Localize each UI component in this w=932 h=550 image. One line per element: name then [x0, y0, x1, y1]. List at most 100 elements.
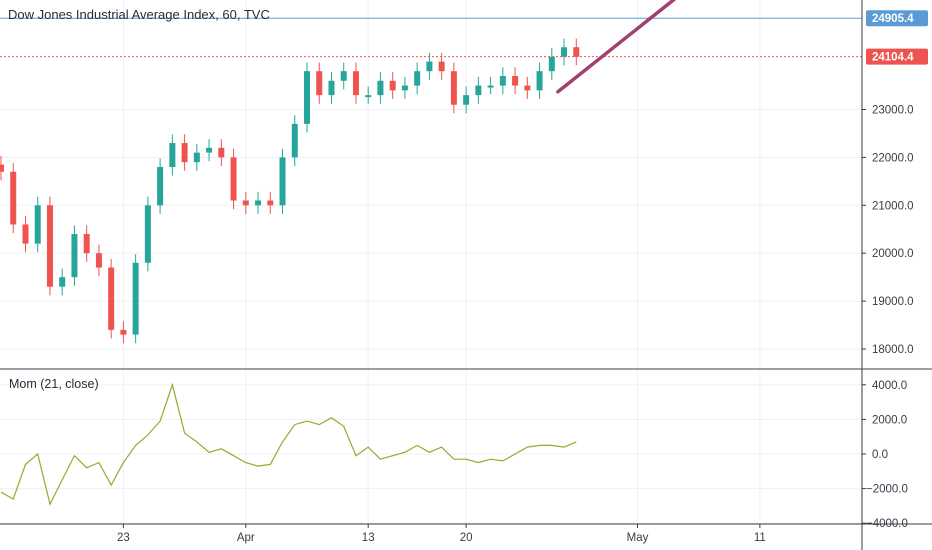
- candlestick-series: [0, 38, 580, 344]
- momentum-tick-label: 0.0: [872, 449, 888, 461]
- candle: [193, 143, 200, 171]
- time-tick-label: Apr: [237, 532, 255, 544]
- candle-body: [22, 224, 29, 244]
- price-tag-box: [866, 10, 928, 27]
- candle: [83, 225, 90, 262]
- candle: [365, 86, 372, 104]
- candle: [230, 148, 237, 210]
- time-tick-label: 20: [460, 532, 473, 544]
- candle-body: [328, 80, 335, 96]
- time-tick-label: 23: [117, 532, 130, 544]
- candle-body: [193, 152, 200, 163]
- candle: [304, 62, 310, 133]
- candle-body: [499, 75, 506, 86]
- candle-body: [316, 71, 323, 96]
- candle: [157, 158, 164, 214]
- chart-overlays: [0, 0, 862, 94]
- price-tag-resistance: 24905.4: [866, 10, 928, 27]
- candle-body: [255, 200, 262, 206]
- candle: [10, 163, 17, 234]
- candle-body: [573, 47, 580, 57]
- price-tick-label: 18000.0: [872, 344, 914, 356]
- candle: [536, 62, 543, 99]
- candle: [573, 38, 580, 66]
- trendline: [556, 0, 676, 94]
- candle: [352, 62, 359, 104]
- candle: [316, 62, 323, 104]
- price-tick-label: 20000.0: [872, 248, 914, 260]
- candle: [0, 155, 4, 181]
- candle: [22, 215, 29, 253]
- candle-body: [536, 71, 543, 91]
- momentum-tick-label: 4000.0: [872, 380, 907, 392]
- candle: [450, 62, 457, 114]
- candle-body: [352, 71, 359, 96]
- candle: [499, 67, 506, 95]
- candle: [59, 268, 66, 296]
- candle-body: [426, 61, 433, 72]
- candle: [561, 38, 568, 66]
- candle: [279, 148, 286, 214]
- candle-body: [34, 205, 41, 244]
- candle: [34, 196, 41, 253]
- momentum-tick-label: −4000.0: [866, 518, 908, 530]
- candle: [487, 76, 494, 95]
- candle: [512, 67, 519, 95]
- time-tick-label: May: [627, 532, 649, 544]
- candle: [291, 115, 298, 167]
- candle-body: [0, 164, 4, 172]
- candle-body: [487, 85, 494, 88]
- candle-body: [120, 329, 127, 335]
- candle-body: [377, 80, 384, 96]
- candle: [389, 72, 396, 99]
- price-tick-label: 23000.0: [872, 105, 914, 117]
- candle: [46, 196, 53, 296]
- candle: [328, 72, 335, 104]
- momentum-tick-label: −2000.0: [866, 484, 908, 496]
- candle-body: [83, 234, 90, 254]
- candle: [377, 72, 384, 104]
- candle-body: [389, 80, 396, 91]
- candle-body: [59, 277, 66, 287]
- candle-body: [524, 85, 531, 91]
- candle-body: [450, 71, 457, 105]
- candle-body: [414, 71, 421, 86]
- price-tag-label: 24104.4: [872, 52, 914, 64]
- candle-body: [267, 200, 274, 206]
- price-tick-label: 19000.0: [872, 296, 914, 308]
- candle: [255, 191, 262, 214]
- candle-body: [144, 205, 151, 263]
- candle: [108, 258, 115, 339]
- candle-body: [279, 157, 286, 206]
- candle-body: [108, 267, 115, 330]
- candle-body: [71, 234, 78, 278]
- candle: [95, 244, 102, 277]
- candle: [218, 139, 225, 167]
- candle-body: [438, 61, 445, 72]
- chart-title: Dow Jones Industrial Average Index, 60, …: [8, 7, 270, 22]
- candle: [181, 134, 188, 171]
- price-tags: 24905.4 24104.4: [866, 10, 928, 65]
- candle-body: [512, 75, 519, 86]
- candle-body: [218, 147, 225, 158]
- time-tick-label: 13: [362, 532, 375, 544]
- candle-body: [95, 253, 102, 268]
- price-tag-label: 24905.4: [872, 13, 914, 25]
- candle-body: [230, 157, 237, 201]
- candle-body: [463, 95, 470, 105]
- candle: [401, 76, 408, 99]
- price-tick-label: 21000.0: [872, 200, 914, 212]
- candle: [524, 76, 531, 99]
- price-tag-last: 24104.4: [866, 48, 928, 65]
- price-tag-box: [866, 48, 928, 65]
- candle-body: [181, 143, 188, 163]
- candle: [340, 62, 347, 90]
- candle: [414, 62, 421, 95]
- candle: [132, 254, 139, 344]
- candle-body: [206, 147, 213, 153]
- indicator-title: Mom (21, close): [9, 377, 99, 391]
- candle-body: [475, 85, 482, 96]
- candle: [169, 134, 176, 176]
